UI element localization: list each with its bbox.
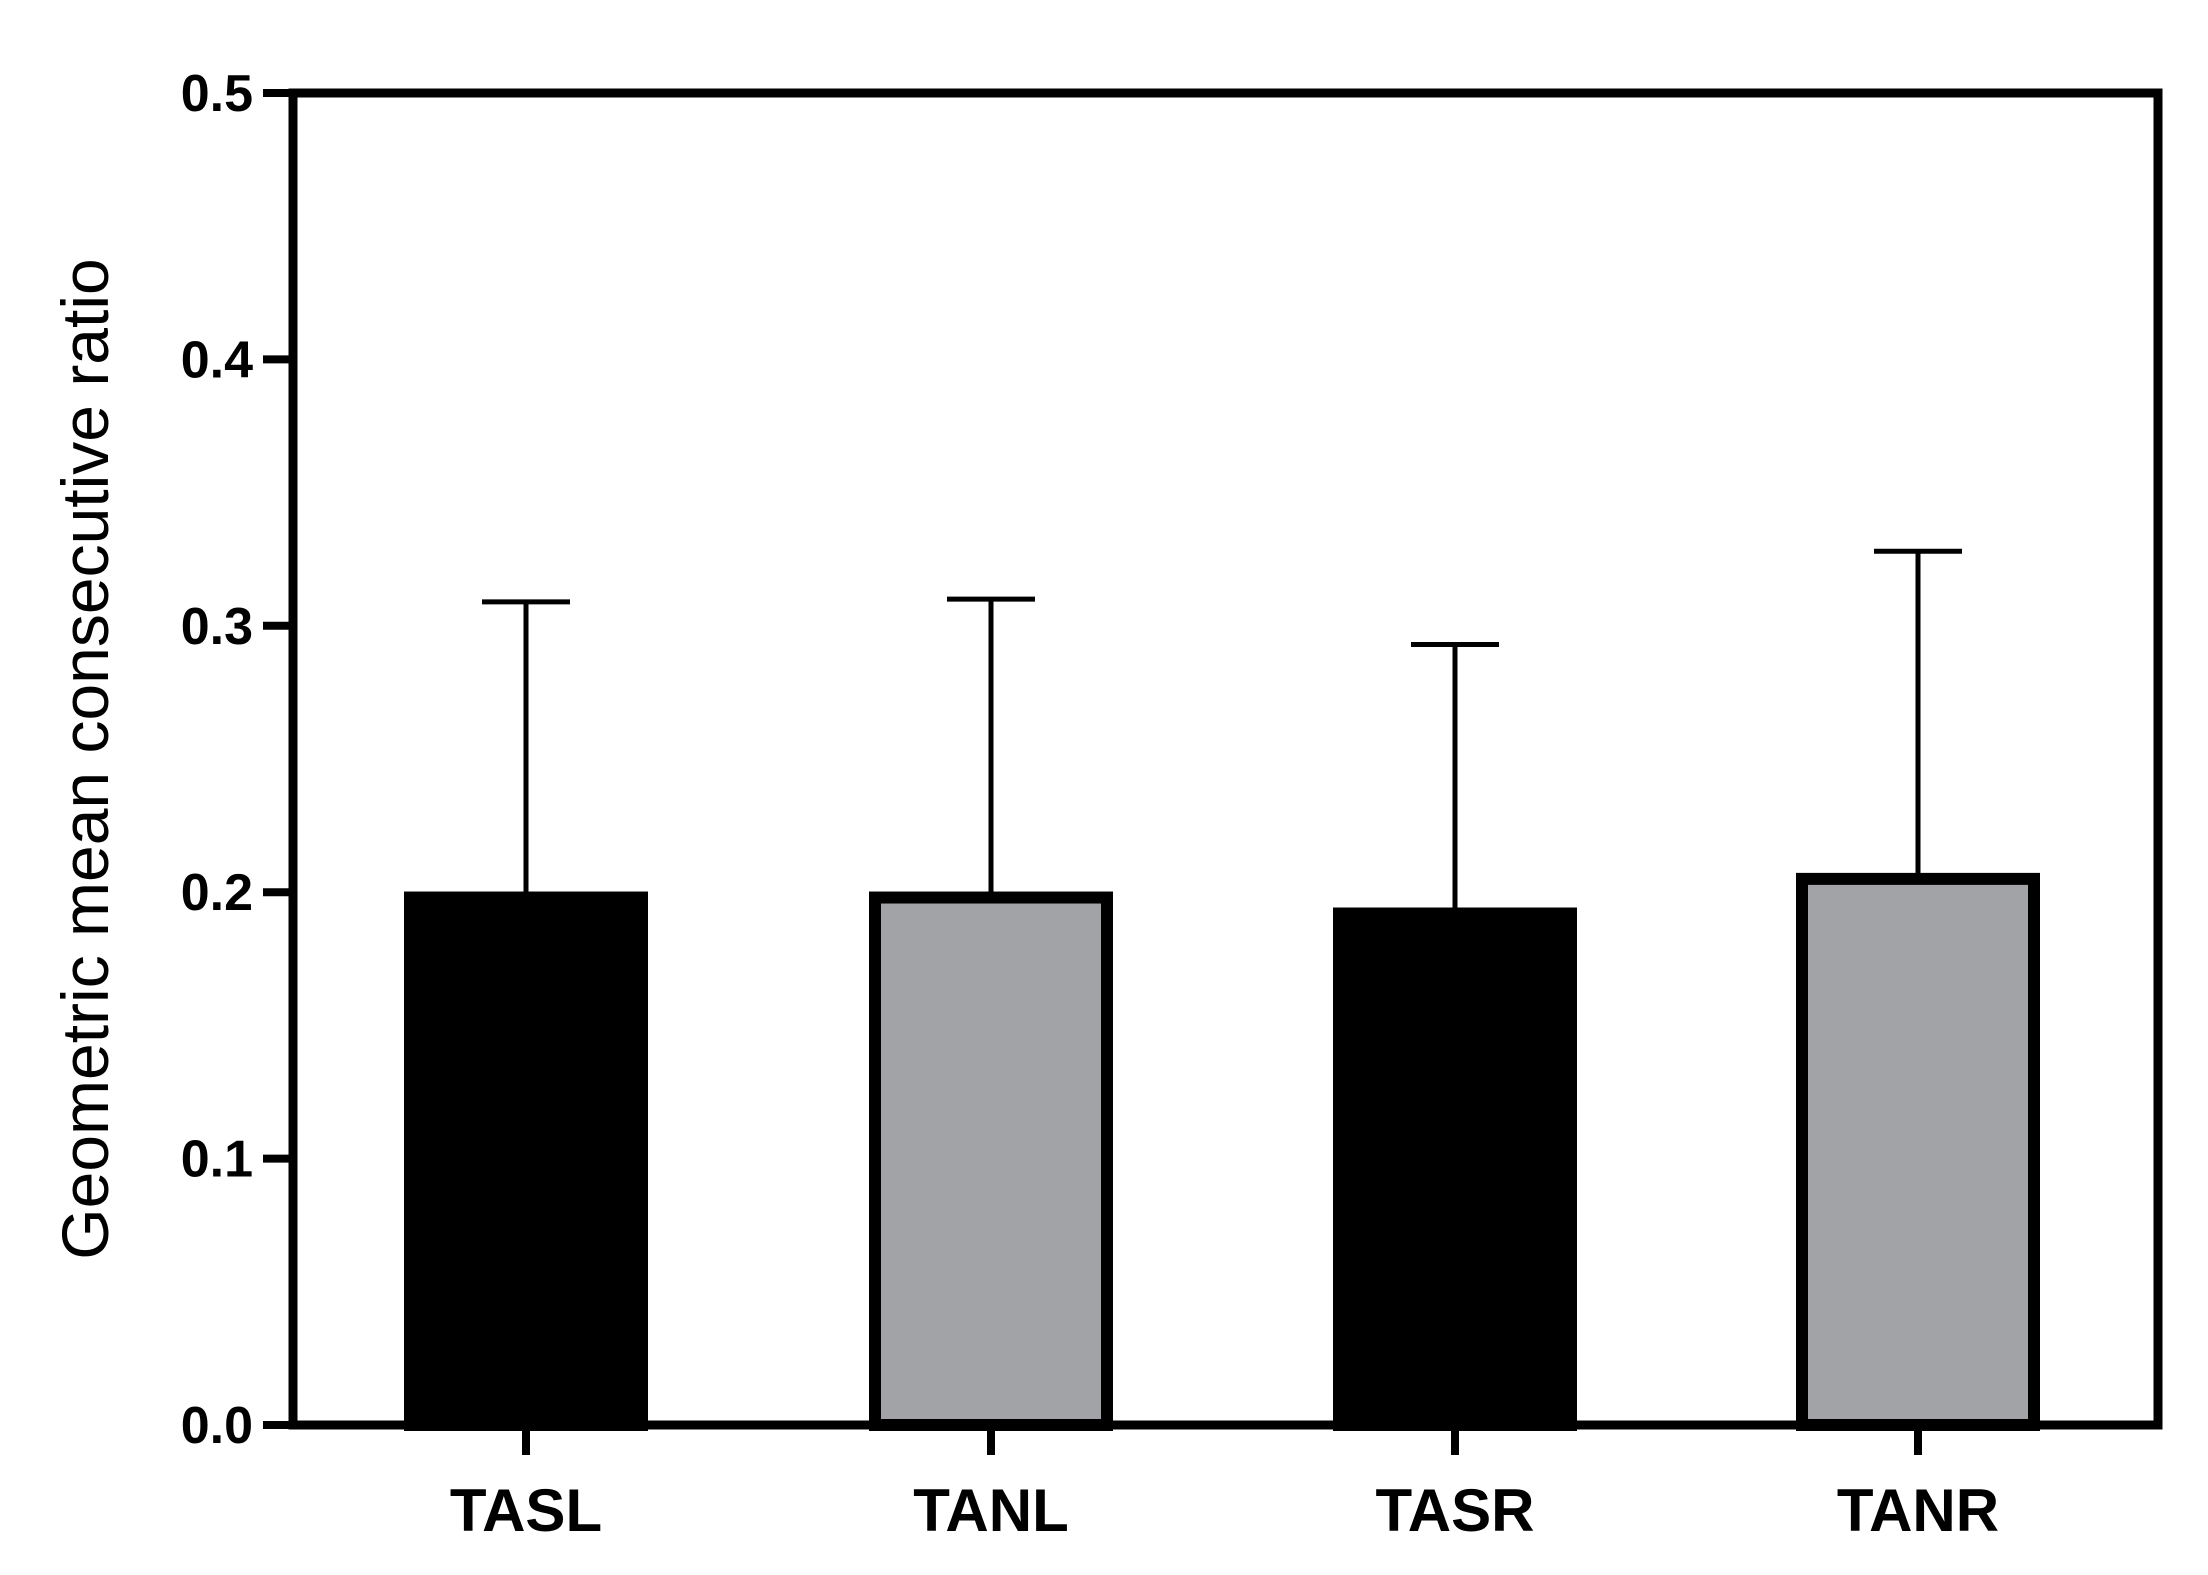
plot-frame [288,88,2163,1430]
bar-tasr [1333,907,1577,1432]
bar-tasl [404,891,648,1431]
x-axis: TASL TANL TASR TANR [450,1425,1999,1544]
y-tick-label: 0.1 [181,1131,253,1189]
bar-tanr [1796,872,2040,1431]
y-axis: 0.0 0.1 0.2 0.3 0.4 0.5 [181,65,293,1455]
y-tick-label: 0.0 [181,1397,253,1455]
bar-tanl [869,891,1113,1431]
bars-group [404,548,2040,1432]
x-tick-label: TASL [450,1477,602,1544]
y-tick-label: 0.5 [181,65,253,123]
y-axis-title: Geometric mean consecutive ratio [48,258,122,1259]
x-tick-label: TASR [1376,1477,1535,1544]
y-tick-label: 0.4 [181,331,253,389]
x-tick-label: TANR [1837,1477,1999,1544]
y-tick-label: 0.2 [181,864,253,922]
x-tick-label: TANL [913,1477,1069,1544]
y-tick-label: 0.3 [181,598,253,656]
